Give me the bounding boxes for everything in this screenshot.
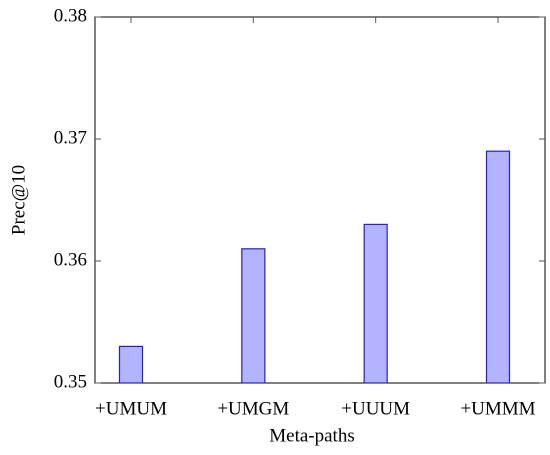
x-tick-label: +UMGM — [217, 398, 289, 419]
bar — [485, 150, 511, 384]
x-tick-label: +UUUM — [341, 398, 410, 419]
y-tick-label: 0.38 — [54, 5, 87, 26]
y-axis-label: Prec@10 — [8, 165, 29, 235]
y-tick-label: 0.36 — [54, 249, 87, 270]
x-tick-label: +UMMM — [460, 398, 535, 419]
y-tick-label: 0.37 — [54, 127, 87, 148]
plot-frame — [94, 16, 546, 384]
x-axis-label: Meta-paths — [269, 425, 354, 446]
bar — [241, 248, 266, 384]
bar — [363, 223, 388, 384]
x-tick-label: +UMUM — [95, 398, 167, 419]
y-tick-label: 0.35 — [54, 371, 87, 392]
bar — [118, 345, 144, 384]
